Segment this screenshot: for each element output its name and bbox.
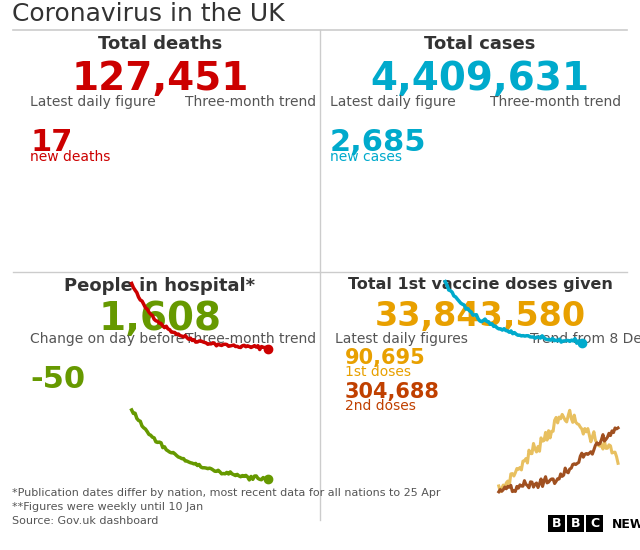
Text: Latest daily figure: Latest daily figure <box>330 95 456 109</box>
Text: -50: -50 <box>30 365 85 394</box>
Bar <box>548 515 565 532</box>
Text: Three-month trend: Three-month trend <box>185 95 316 109</box>
Text: Change on day before: Change on day before <box>30 332 184 346</box>
Text: *Publication dates differ by nation, most recent data for all nations to 25 Apr: *Publication dates differ by nation, mos… <box>12 488 440 498</box>
Text: **Figures were weekly until 10 Jan: **Figures were weekly until 10 Jan <box>12 502 204 512</box>
Text: C: C <box>590 517 599 530</box>
Text: new deaths: new deaths <box>30 150 110 164</box>
Text: 90,695: 90,695 <box>345 348 426 368</box>
Text: People in hospital*: People in hospital* <box>65 277 255 295</box>
Text: Total 1st vaccine doses given: Total 1st vaccine doses given <box>348 277 612 292</box>
Bar <box>586 515 603 532</box>
Text: Latest daily figures: Latest daily figures <box>335 332 468 346</box>
Text: Three-month trend: Three-month trend <box>490 95 621 109</box>
Text: Total cases: Total cases <box>424 35 536 53</box>
Text: 2nd doses: 2nd doses <box>345 399 416 413</box>
Text: Source: Gov.uk dashboard: Source: Gov.uk dashboard <box>12 516 158 526</box>
Text: B: B <box>571 517 580 530</box>
Text: Coronavirus in the UK: Coronavirus in the UK <box>12 2 285 26</box>
Text: 1st doses: 1st doses <box>345 365 411 379</box>
Text: 4,409,631: 4,409,631 <box>371 60 589 98</box>
Text: 304,688: 304,688 <box>345 382 440 402</box>
Text: Latest daily figure: Latest daily figure <box>30 95 156 109</box>
Text: new cases: new cases <box>330 150 402 164</box>
Text: B: B <box>552 517 561 530</box>
Text: 33,843,580: 33,843,580 <box>374 300 586 333</box>
Text: 1,608: 1,608 <box>99 300 221 338</box>
Text: 127,451: 127,451 <box>71 60 249 98</box>
Text: Three-month trend: Three-month trend <box>185 332 316 346</box>
Text: NEWS: NEWS <box>612 518 640 531</box>
Text: 2,685: 2,685 <box>330 128 426 157</box>
Text: Total deaths: Total deaths <box>98 35 222 53</box>
Bar <box>567 515 584 532</box>
Text: 17: 17 <box>30 128 72 157</box>
Text: Trend from 8 Dec**: Trend from 8 Dec** <box>530 332 640 346</box>
